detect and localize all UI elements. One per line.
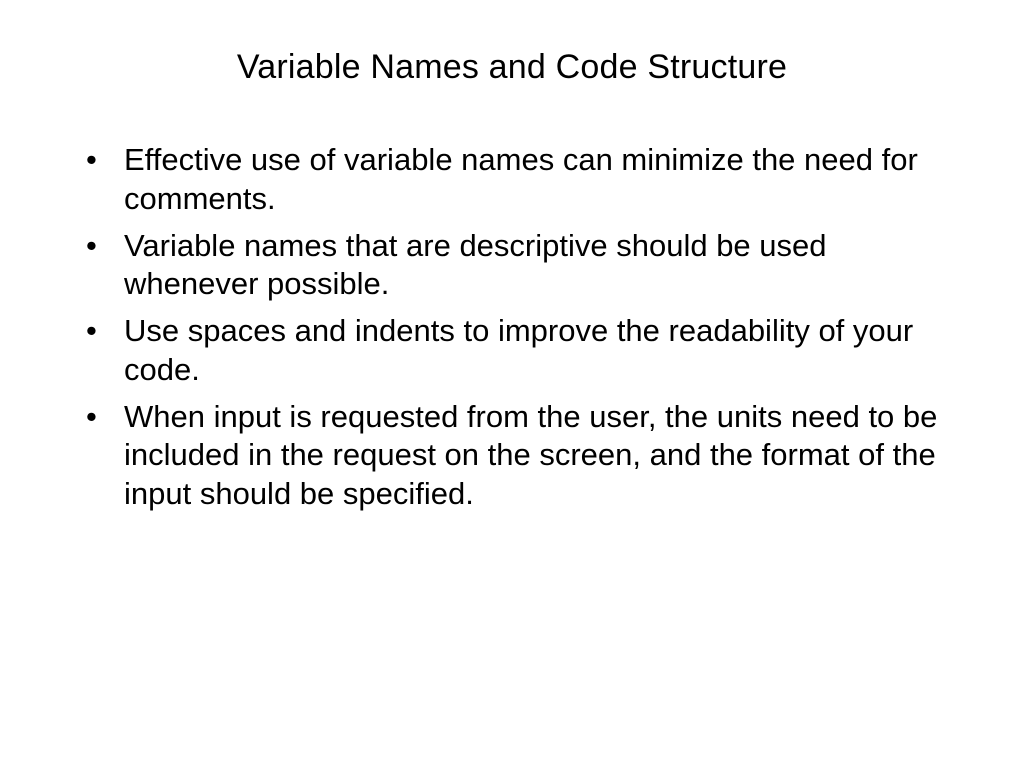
slide: Variable Names and Code Structure Effect… <box>0 0 1024 768</box>
slide-title: Variable Names and Code Structure <box>68 48 956 87</box>
list-item: When input is requested from the user, t… <box>68 398 956 514</box>
list-item: Use spaces and indents to improve the re… <box>68 312 956 390</box>
list-item: Variable names that are descriptive shou… <box>68 227 956 305</box>
list-item: Effective use of variable names can mini… <box>68 141 956 219</box>
bullet-list: Effective use of variable names can mini… <box>68 141 956 514</box>
